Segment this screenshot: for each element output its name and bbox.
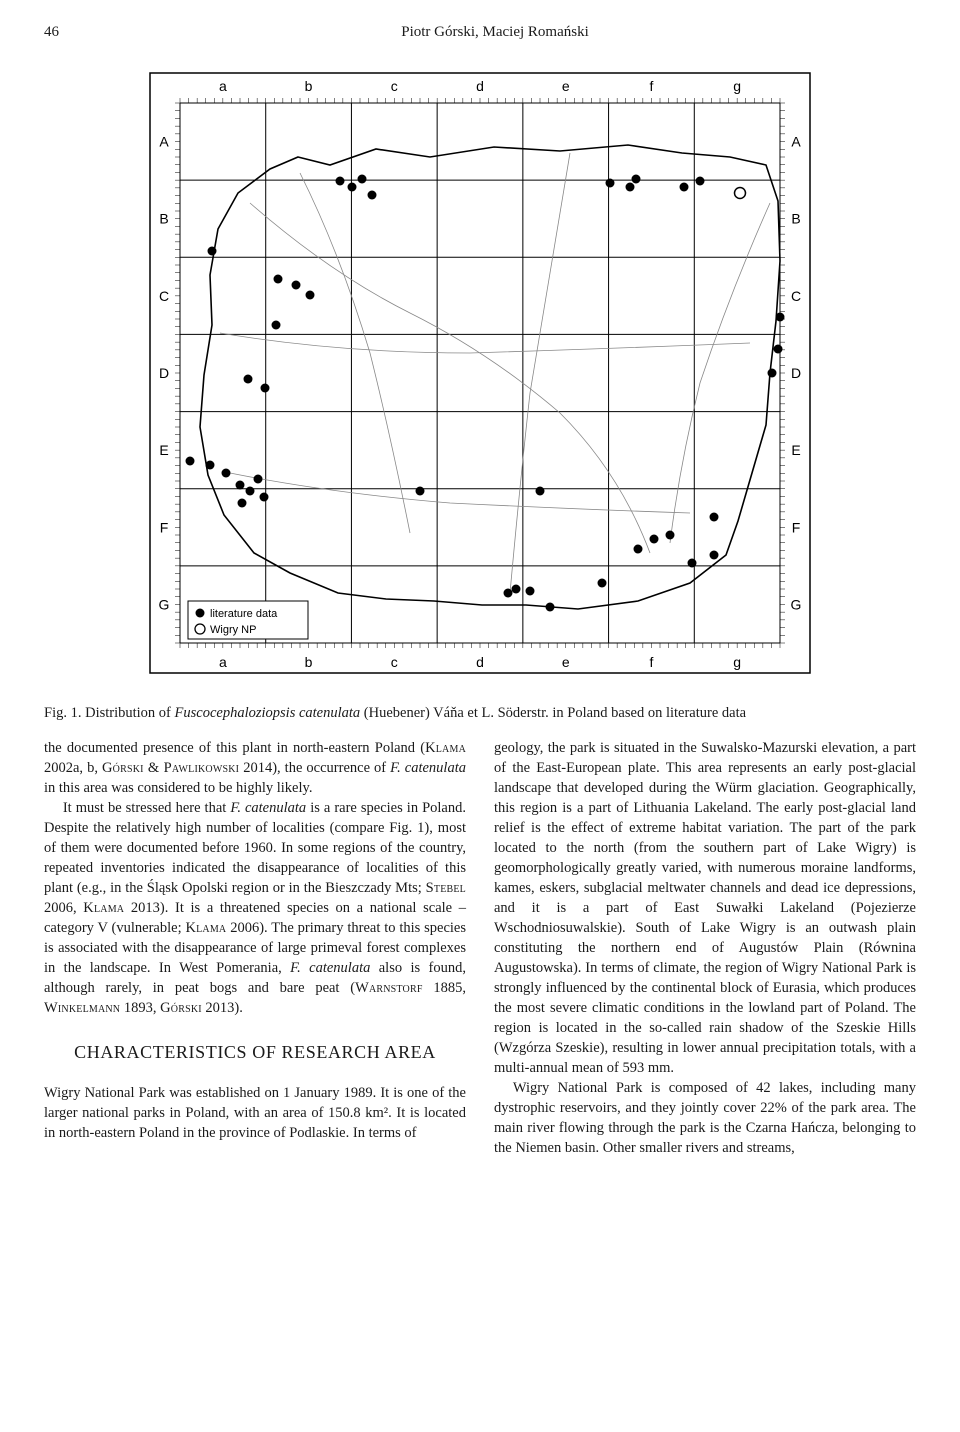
svg-text:A: A xyxy=(791,134,801,150)
svg-text:a: a xyxy=(219,654,227,670)
svg-text:literature data: literature data xyxy=(210,608,278,620)
svg-text:E: E xyxy=(159,442,168,458)
caption-species: Fuscocephaloziopsis catenulata xyxy=(175,705,361,721)
svg-text:g: g xyxy=(733,78,741,94)
svg-text:D: D xyxy=(159,365,169,381)
running-header: 46 Piotr Górski, Maciej Romański xyxy=(44,24,916,41)
svg-text:c: c xyxy=(391,654,398,670)
figure-1-map: a a b b c c d d e e f f g g A A B B C C D D E E F F G Gliterature d… xyxy=(44,53,916,693)
svg-text:D: D xyxy=(791,365,801,381)
caption-suffix: (Huebener) Váňa et L. Söderstr. in Polan… xyxy=(360,705,746,721)
svg-text:B: B xyxy=(791,211,800,227)
svg-text:b: b xyxy=(305,78,313,94)
svg-text:e: e xyxy=(562,78,570,94)
header-authors: Piotr Górski, Maciej Romański xyxy=(74,24,916,41)
svg-text:b: b xyxy=(305,654,313,670)
page-number: 46 xyxy=(44,24,74,41)
distribution-map: a a b b c c d d e e f f g g A A B B C C D D E E F F G Gliterature d… xyxy=(130,53,830,693)
svg-text:G: G xyxy=(791,596,802,612)
svg-text:A: A xyxy=(159,134,169,150)
figure-caption: Fig. 1. Distribution of Fuscocephaloziop… xyxy=(44,705,916,722)
svg-text:f: f xyxy=(649,78,653,94)
svg-text:C: C xyxy=(791,288,801,304)
svg-text:B: B xyxy=(159,211,168,227)
svg-text:f: f xyxy=(649,654,653,670)
svg-text:g: g xyxy=(733,654,741,670)
svg-text:Wigry NP: Wigry NP xyxy=(210,624,256,636)
svg-text:a: a xyxy=(219,78,227,94)
left-column: the documented presence of this plant in… xyxy=(44,738,466,1158)
svg-text:E: E xyxy=(791,442,800,458)
body-columns: the documented presence of this plant in… xyxy=(44,738,916,1158)
para-2: It must be stressed here that F. catenul… xyxy=(44,798,466,1018)
para-1: the documented presence of this plant in… xyxy=(44,738,466,798)
svg-text:e: e xyxy=(562,654,570,670)
svg-text:G: G xyxy=(159,596,170,612)
para-5: Wigry National Park is composed of 42 la… xyxy=(494,1078,916,1158)
svg-text:d: d xyxy=(476,78,484,94)
svg-text:C: C xyxy=(159,288,169,304)
svg-text:d: d xyxy=(476,654,484,670)
svg-text:F: F xyxy=(792,519,801,535)
para-3: Wigry National Park was established on 1… xyxy=(44,1083,466,1143)
right-column: geology, the park is situated in the Suw… xyxy=(494,738,916,1158)
svg-text:c: c xyxy=(391,78,398,94)
caption-prefix: Fig. 1. Distribution of xyxy=(44,705,175,721)
section-title: CHARACTERISTICS OF RESEARCH AREA xyxy=(44,1040,466,1065)
para-4: geology, the park is situated in the Suw… xyxy=(494,738,916,1078)
svg-text:F: F xyxy=(160,519,169,535)
